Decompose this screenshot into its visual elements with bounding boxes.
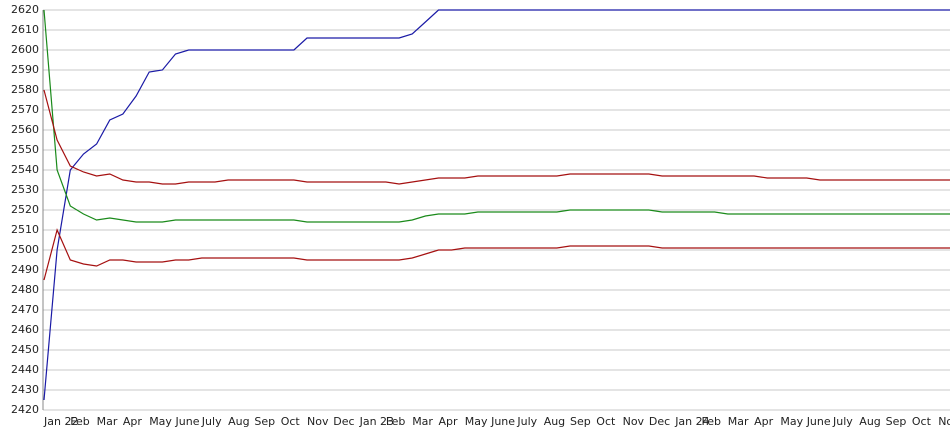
y-tick-label: 2520 <box>11 203 39 216</box>
x-tick-label: Feb <box>702 415 721 428</box>
y-tick-label: 2610 <box>11 23 39 36</box>
x-tick-label: June <box>806 415 831 428</box>
x-tick-label: Oct <box>281 415 301 428</box>
x-tick-label: Apr <box>123 415 143 428</box>
y-tick-label: 2580 <box>11 83 39 96</box>
x-tick-label: Sep <box>570 415 591 428</box>
y-tick-label: 2480 <box>11 283 39 296</box>
y-tick-label: 2540 <box>11 163 39 176</box>
x-tick-label: Apr <box>754 415 774 428</box>
x-tick-label: Feb <box>386 415 405 428</box>
x-tick-label: Nov <box>623 415 645 428</box>
series-line <box>43 9 950 223</box>
x-tick-label: Oct <box>912 415 932 428</box>
series-line <box>43 89 950 185</box>
y-tick-label: 2620 <box>11 3 39 16</box>
x-tick-label: Dec <box>333 415 354 428</box>
x-tick-label: Mar <box>97 415 118 428</box>
y-tick-label: 2590 <box>11 63 39 76</box>
x-tick-label: July <box>516 415 537 428</box>
y-tick-label: 2600 <box>11 43 39 56</box>
series-line <box>43 228 950 281</box>
x-tick-label: Nov <box>938 415 950 428</box>
x-tick-label: Sep <box>254 415 275 428</box>
y-tick-label: 2510 <box>11 223 39 236</box>
y-tick-label: 2440 <box>11 363 39 376</box>
x-tick-label: Aug <box>544 415 565 428</box>
y-tick-label: 2490 <box>11 263 39 276</box>
y-tick-label: 2460 <box>11 323 39 336</box>
x-tick-label: June <box>490 415 515 428</box>
y-tick-label: 2550 <box>11 143 39 156</box>
x-tick-label: Oct <box>596 415 616 428</box>
y-tick-label: 2450 <box>11 343 39 356</box>
x-tick-label: Aug <box>228 415 249 428</box>
x-tick-label: Sep <box>886 415 907 428</box>
x-tick-label: Mar <box>728 415 749 428</box>
y-tick-label: 2470 <box>11 303 39 316</box>
y-tick-label: 2560 <box>11 123 39 136</box>
x-tick-label: July <box>832 415 853 428</box>
x-tick-label: Dec <box>649 415 670 428</box>
x-tick-label: Nov <box>307 415 329 428</box>
y-tick-label: 2530 <box>11 183 39 196</box>
x-tick-label: Jan 22 <box>43 415 78 428</box>
x-tick-label: May <box>149 415 172 428</box>
y-tick-label: 2420 <box>11 403 39 416</box>
x-tick-label: Jan 23 <box>359 415 394 428</box>
x-tick-label: June <box>175 415 200 428</box>
y-tick-label: 2430 <box>11 383 39 396</box>
x-tick-label: July <box>201 415 222 428</box>
x-tick-label: Jan 24 <box>674 415 709 428</box>
x-tick-label: Apr <box>439 415 459 428</box>
x-tick-label: May <box>780 415 803 428</box>
x-tick-label: Mar <box>412 415 433 428</box>
series-line <box>43 9 950 401</box>
x-tick-label: May <box>465 415 488 428</box>
x-tick-label: Feb <box>70 415 89 428</box>
x-tick-label: Aug <box>859 415 880 428</box>
y-tick-label: 2570 <box>11 103 39 116</box>
y-tick-label: 2500 <box>11 243 39 256</box>
